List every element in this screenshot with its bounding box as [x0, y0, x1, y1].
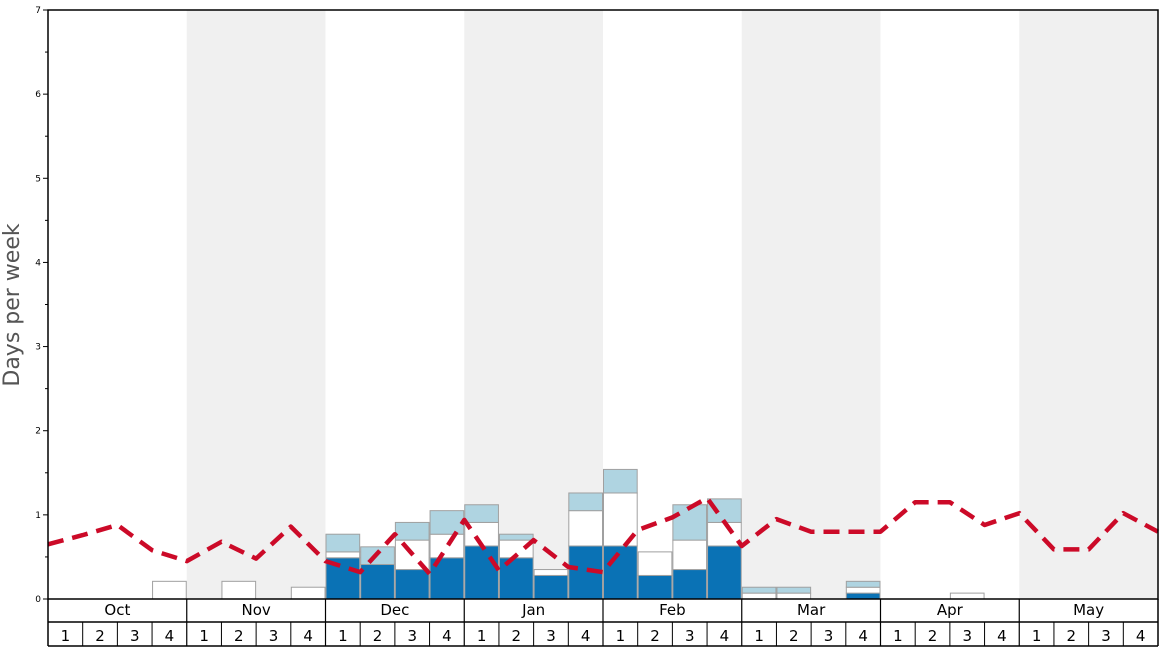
month-label: Feb	[659, 601, 686, 619]
week-label: 4	[442, 627, 452, 645]
month-shade	[741, 10, 881, 599]
y-tick-label: 6	[35, 90, 41, 100]
week-label: 1	[338, 627, 348, 645]
bar-segment	[498, 533, 534, 541]
bar-segment	[221, 580, 257, 600]
bar-segment	[394, 521, 430, 541]
bars	[152, 468, 985, 600]
week-label: 1	[199, 627, 209, 645]
bar-segment	[707, 521, 742, 547]
month-label: May	[1073, 601, 1104, 619]
week-label: 1	[616, 627, 626, 645]
bar-segment	[568, 510, 603, 547]
bar-segment	[845, 592, 881, 600]
bar-segment	[637, 551, 673, 576]
week-label: 4	[581, 627, 591, 645]
month-label: Jan	[521, 601, 545, 619]
y-tick-label: 5	[35, 174, 41, 184]
y-axis: 0 1 2 3 4 5 6 7	[35, 6, 48, 605]
bar-segment	[152, 580, 187, 600]
week-label: 4	[165, 627, 175, 645]
week-label: 3	[269, 627, 279, 645]
week-label: 3	[1101, 627, 1111, 645]
trend-line-path	[47, 495, 1160, 577]
week-label: 1	[1032, 627, 1042, 645]
month-shade	[1019, 10, 1158, 599]
week-label: 2	[373, 627, 383, 645]
week-label: 2	[789, 627, 799, 645]
week-label: 2	[928, 627, 938, 645]
bar-segment	[290, 586, 326, 600]
bar-segment	[325, 533, 361, 553]
week-label: 1	[754, 627, 764, 645]
x-axis: Oct 1 2 3 4 Nov 1 2 3 4 Dec 1 2 3 4 Jan 1 2 3 4 Feb 1 2 3 4 Mar 1 2…	[47, 9, 1159, 647]
bar-segment	[672, 539, 708, 571]
month-label: Mar	[797, 601, 826, 619]
week-label: 2	[234, 627, 244, 645]
bar-segment	[637, 574, 673, 600]
bar-segment	[325, 551, 361, 559]
bar-segment	[533, 569, 569, 576]
bar-segment	[603, 468, 638, 494]
week-label: 4	[997, 627, 1007, 645]
week-label: 1	[61, 627, 71, 645]
bar-segment	[949, 592, 985, 600]
week-label: 2	[95, 627, 105, 645]
bar-segment	[394, 569, 430, 600]
month-label: Apr	[937, 601, 964, 619]
week-label: 3	[824, 627, 834, 645]
week-label: 1	[893, 627, 903, 645]
month-label: Nov	[241, 601, 270, 619]
bar-segment	[845, 580, 881, 588]
week-label: 3	[407, 627, 417, 645]
bar-segment	[776, 592, 812, 600]
bar-segment	[429, 533, 465, 559]
bar-segment	[741, 586, 777, 594]
bar-segment	[672, 504, 708, 541]
bar-segment	[533, 574, 569, 600]
bar-segment	[672, 569, 708, 600]
week-label: 2	[512, 627, 522, 645]
month-shading	[186, 10, 1158, 599]
month-label: Oct	[104, 601, 130, 619]
bar-segment	[464, 545, 499, 600]
bar-segment	[776, 586, 812, 594]
week-label: 3	[130, 627, 140, 645]
month-label: Dec	[380, 601, 409, 619]
week-label: 3	[685, 627, 695, 645]
y-axis-label: Days per week	[0, 223, 25, 386]
y-tick-label: 0	[35, 595, 41, 605]
week-label: 4	[1136, 627, 1146, 645]
y-tick-label: 2	[35, 427, 41, 437]
trend-line	[47, 495, 1160, 577]
bar-segment	[741, 592, 777, 600]
y-tick-label: 4	[35, 258, 41, 268]
week-label: 4	[720, 627, 730, 645]
bar-segment	[498, 557, 534, 600]
bar-segment	[603, 545, 638, 600]
week-label: 4	[858, 627, 868, 645]
y-tick-label: 7	[35, 6, 41, 16]
month-shade	[186, 10, 326, 599]
week-label: 3	[962, 627, 972, 645]
week-label: 3	[546, 627, 556, 645]
week-label: 2	[1067, 627, 1077, 645]
bar-segment	[464, 504, 499, 523]
y-tick-label: 3	[35, 343, 41, 353]
bar-segment	[568, 492, 603, 512]
bar-segment	[429, 510, 465, 535]
bar-segment	[845, 586, 881, 594]
bar-segment	[360, 564, 395, 600]
week-label: 1	[477, 627, 487, 645]
week-label: 4	[303, 627, 313, 645]
bar-segment	[707, 545, 742, 600]
week-label: 2	[650, 627, 660, 645]
y-tick-label: 1	[35, 511, 41, 521]
